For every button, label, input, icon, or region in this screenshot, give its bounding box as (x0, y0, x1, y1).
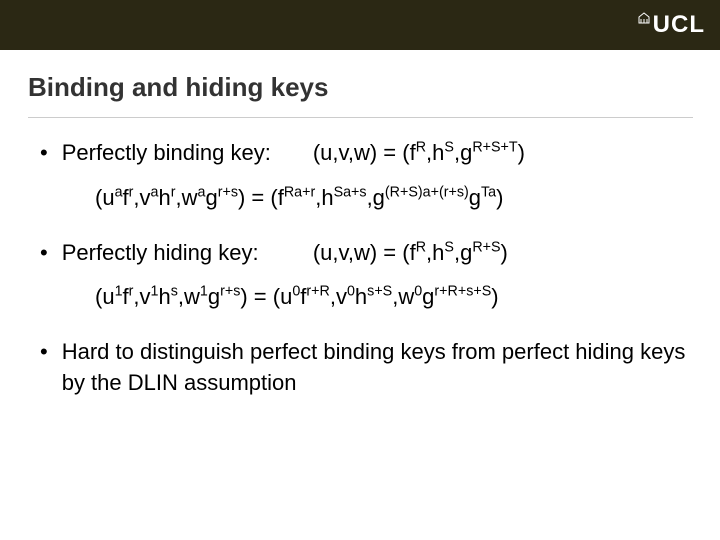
equation-hiding: (u1fr,v1hs,w1gr+s) = (u0fr+R,v0hs+S,w0gr… (95, 282, 690, 313)
bullet-hiding: • Perfectly hiding key: (u,v,w) = (fR,hS… (30, 238, 690, 269)
bullet-text: Perfectly hiding key: (u,v,w) = (fR,hS,g… (62, 238, 690, 269)
portico-icon (637, 11, 651, 28)
ucl-logo: UCL (637, 11, 705, 39)
bullet-text: Perfectly binding key: (u,v,w) = (fR,hS,… (62, 138, 690, 169)
bullet-text: Hard to distinguish perfect binding keys… (62, 337, 690, 399)
bullet-hard: • Hard to distinguish perfect binding ke… (30, 337, 690, 399)
slide-title: Binding and hiding keys (0, 50, 720, 117)
equation-binding: (uafr,vahr,wagr+s) = (fRa+r,hSa+s,g(R+S)… (95, 183, 690, 214)
bullet-dot: • (40, 337, 48, 399)
header-bar: UCL (0, 0, 720, 50)
bullet-dot: • (40, 138, 48, 169)
logo-text: UCL (653, 11, 705, 39)
bullet-dot: • (40, 238, 48, 269)
bullet-binding: • Perfectly binding key: (u,v,w) = (fR,h… (30, 138, 690, 169)
slide-body: • Perfectly binding key: (u,v,w) = (fR,h… (0, 118, 720, 399)
